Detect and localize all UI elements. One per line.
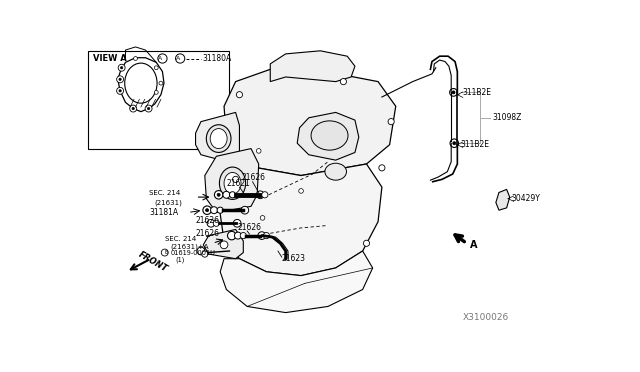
Text: 31180A: 31180A [202,54,232,63]
Ellipse shape [210,129,227,148]
Ellipse shape [311,121,348,150]
Text: SEC. 214: SEC. 214 [149,190,180,196]
Polygon shape [204,230,243,259]
Circle shape [257,191,264,199]
Text: 31098Z: 31098Z [492,113,522,122]
Circle shape [217,193,220,196]
Circle shape [207,219,215,227]
Polygon shape [496,189,509,210]
Circle shape [241,206,249,214]
Circle shape [116,76,124,83]
Circle shape [236,248,243,254]
Circle shape [158,54,167,63]
Circle shape [260,216,265,220]
Ellipse shape [325,163,346,180]
Ellipse shape [125,63,157,103]
Text: 21621: 21621 [227,179,250,188]
Text: 21626: 21626 [237,224,261,232]
Circle shape [211,207,218,214]
Circle shape [450,89,458,96]
Circle shape [227,231,236,240]
Circle shape [214,190,223,199]
Polygon shape [297,112,359,160]
Text: (21631): (21631) [155,199,182,206]
Circle shape [364,240,369,246]
Circle shape [450,139,458,147]
Circle shape [120,67,123,69]
Text: A: A [470,240,478,250]
Circle shape [236,92,243,98]
Circle shape [220,241,228,249]
Circle shape [257,148,261,153]
Text: 31181A: 31181A [149,208,179,217]
Text: SEC. 214: SEC. 214 [164,236,196,242]
Circle shape [205,209,209,212]
Polygon shape [270,51,355,81]
Text: 311B2E: 311B2E [460,140,490,149]
Circle shape [119,90,121,92]
Text: 30429Y: 30429Y [511,194,540,203]
Circle shape [240,232,246,239]
Circle shape [262,192,268,198]
Polygon shape [196,112,239,164]
Circle shape [213,220,220,226]
Circle shape [234,219,241,227]
Circle shape [154,90,158,94]
Circle shape [147,108,150,110]
Text: A: A [176,56,180,61]
Text: (21631)+A: (21631)+A [170,243,209,250]
Circle shape [379,165,385,171]
Circle shape [161,249,168,256]
Circle shape [202,251,208,257]
Circle shape [452,91,455,94]
Circle shape [258,232,266,240]
Polygon shape [220,251,372,312]
Circle shape [159,81,163,85]
Circle shape [223,191,230,198]
Text: 311B2E: 311B2E [463,88,492,97]
Text: B: B [164,250,168,255]
Circle shape [134,57,138,60]
Ellipse shape [224,173,241,194]
Text: VIEW A: VIEW A [93,54,127,63]
Polygon shape [205,148,259,212]
Ellipse shape [220,167,246,199]
Circle shape [299,189,303,193]
Circle shape [452,142,456,145]
Text: 21626: 21626 [196,229,220,238]
Polygon shape [88,51,230,148]
Text: (1): (1) [175,257,185,263]
Circle shape [118,64,125,71]
Circle shape [340,78,346,85]
Ellipse shape [206,125,231,153]
Circle shape [154,66,158,70]
Polygon shape [118,58,164,112]
Circle shape [132,108,134,110]
Circle shape [388,119,394,125]
Circle shape [203,206,211,214]
Text: 21626: 21626 [242,173,266,182]
Text: 21626: 21626 [196,216,220,225]
Circle shape [116,87,124,94]
Circle shape [197,247,205,255]
Circle shape [145,105,152,112]
Circle shape [217,207,223,213]
Text: 01619-0001U: 01619-0001U [170,250,215,256]
Text: X3100026: X3100026 [463,314,509,323]
Polygon shape [224,64,396,176]
Circle shape [175,54,185,63]
Circle shape [130,105,137,112]
Circle shape [230,192,236,198]
Text: 21623: 21623 [282,254,306,263]
Circle shape [263,232,269,239]
Text: FRONT: FRONT [137,250,170,274]
Circle shape [232,176,239,183]
Circle shape [119,78,121,80]
Polygon shape [220,164,382,276]
Text: A: A [158,56,163,61]
Circle shape [234,232,241,239]
